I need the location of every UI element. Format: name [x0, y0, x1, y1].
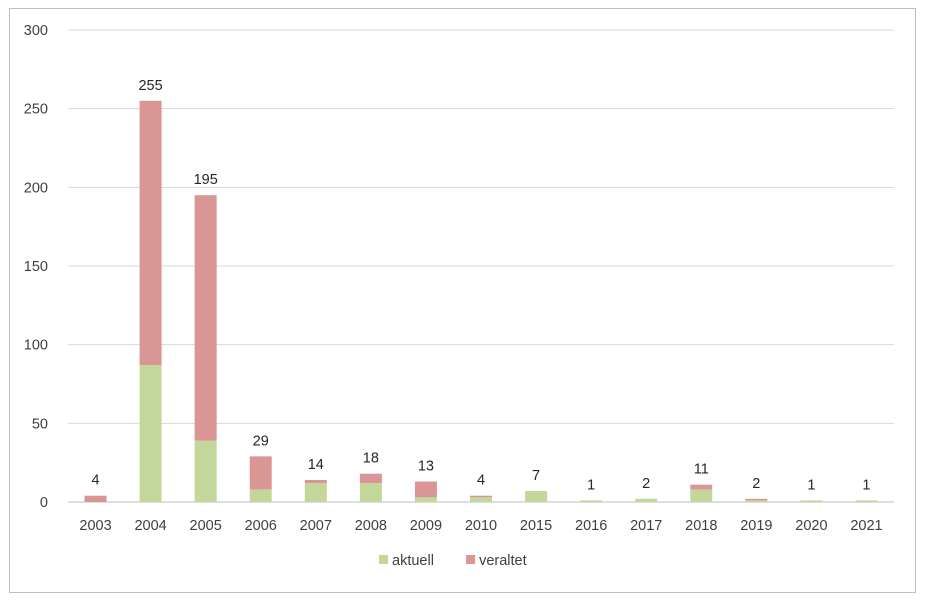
bar-segment-veraltet	[194, 195, 217, 441]
bar-segment-aktuell	[414, 497, 437, 502]
x-axis-ticks: 2003 2004 2005 2006 2007 2008 2009 2010 2015 2016…	[79, 518, 882, 534]
legend-swatch-veraltet	[466, 555, 476, 564]
bar-segment-aktuell	[745, 500, 768, 502]
bar-segment-aktuell	[800, 500, 823, 502]
bar-segment-aktuell	[359, 483, 382, 502]
bar-segment-aktuell	[470, 497, 492, 502]
bar-segment-veraltet	[249, 456, 272, 490]
data-label: 255	[138, 78, 162, 94]
x-tick-label: 2003	[79, 518, 111, 534]
y-tick-label: 100	[24, 338, 48, 354]
bar-segment-veraltet	[359, 473, 382, 484]
bar-segment-veraltet	[304, 479, 327, 484]
legend-label-aktuell: aktuell	[392, 553, 434, 569]
x-tick-label: 2015	[520, 518, 552, 534]
bar-segment-veraltet	[690, 484, 713, 490]
x-tick-label: 2008	[355, 518, 387, 534]
gridlines	[68, 29, 894, 503]
y-tick-label: 250	[24, 102, 48, 118]
bar-segment-aktuell	[690, 489, 713, 502]
legend: aktuell veraltet	[379, 553, 527, 569]
data-label: 2	[642, 476, 650, 492]
bar-segment-aktuell	[194, 440, 217, 502]
x-tick-label: 2021	[850, 518, 882, 534]
data-label: 13	[418, 459, 434, 475]
data-label: 1	[807, 477, 815, 493]
data-label: 2	[752, 476, 760, 492]
bar-segment-aktuell	[304, 483, 327, 502]
bar-segment-veraltet	[414, 481, 437, 498]
x-tick-label: 2007	[300, 518, 332, 534]
x-tick-label: 2010	[465, 518, 497, 534]
x-tick-label: 2020	[795, 518, 827, 534]
x-tick-label: 2006	[245, 518, 277, 534]
bar-segment-aktuell	[635, 498, 658, 502]
bar-segment-aktuell	[139, 365, 162, 502]
data-label: 29	[253, 433, 269, 449]
y-tick-label: 150	[24, 259, 48, 275]
y-tick-label: 200	[24, 180, 48, 196]
data-label: 14	[308, 457, 324, 473]
bar-segment-veraltet	[84, 495, 107, 502]
x-tick-label: 2016	[575, 518, 607, 534]
bar-segment-veraltet	[470, 495, 492, 498]
legend-label-veraltet: veraltet	[479, 553, 527, 569]
x-tick-label: 2004	[134, 518, 166, 534]
data-label: 195	[194, 172, 218, 188]
bar-segment-aktuell	[855, 500, 878, 502]
data-label: 7	[532, 468, 540, 484]
x-tick-label: 2018	[685, 518, 717, 534]
y-axis-ticks: 0 50 100 150 200 250 300	[24, 23, 48, 511]
bars	[84, 100, 878, 502]
data-label: 1	[862, 477, 870, 493]
x-tick-label: 2019	[740, 518, 772, 534]
bar-segment-aktuell	[525, 490, 548, 502]
data-label: 1	[587, 477, 595, 493]
y-tick-label: 0	[40, 495, 48, 511]
x-tick-label: 2009	[410, 518, 442, 534]
data-label: 11	[694, 462, 709, 478]
legend-swatch-aktuell	[379, 555, 388, 564]
data-label: 4	[477, 473, 485, 489]
y-tick-label: 50	[32, 416, 48, 432]
data-label: 18	[363, 451, 379, 467]
bar-segment-aktuell	[580, 500, 603, 502]
x-tick-label: 2005	[190, 518, 222, 534]
data-label: 4	[91, 473, 99, 489]
bar-segment-veraltet	[139, 100, 162, 366]
x-tick-label: 2017	[630, 518, 662, 534]
y-tick-label: 300	[24, 23, 48, 39]
bar-segment-aktuell	[249, 489, 272, 502]
bar-segment-veraltet	[745, 498, 768, 501]
